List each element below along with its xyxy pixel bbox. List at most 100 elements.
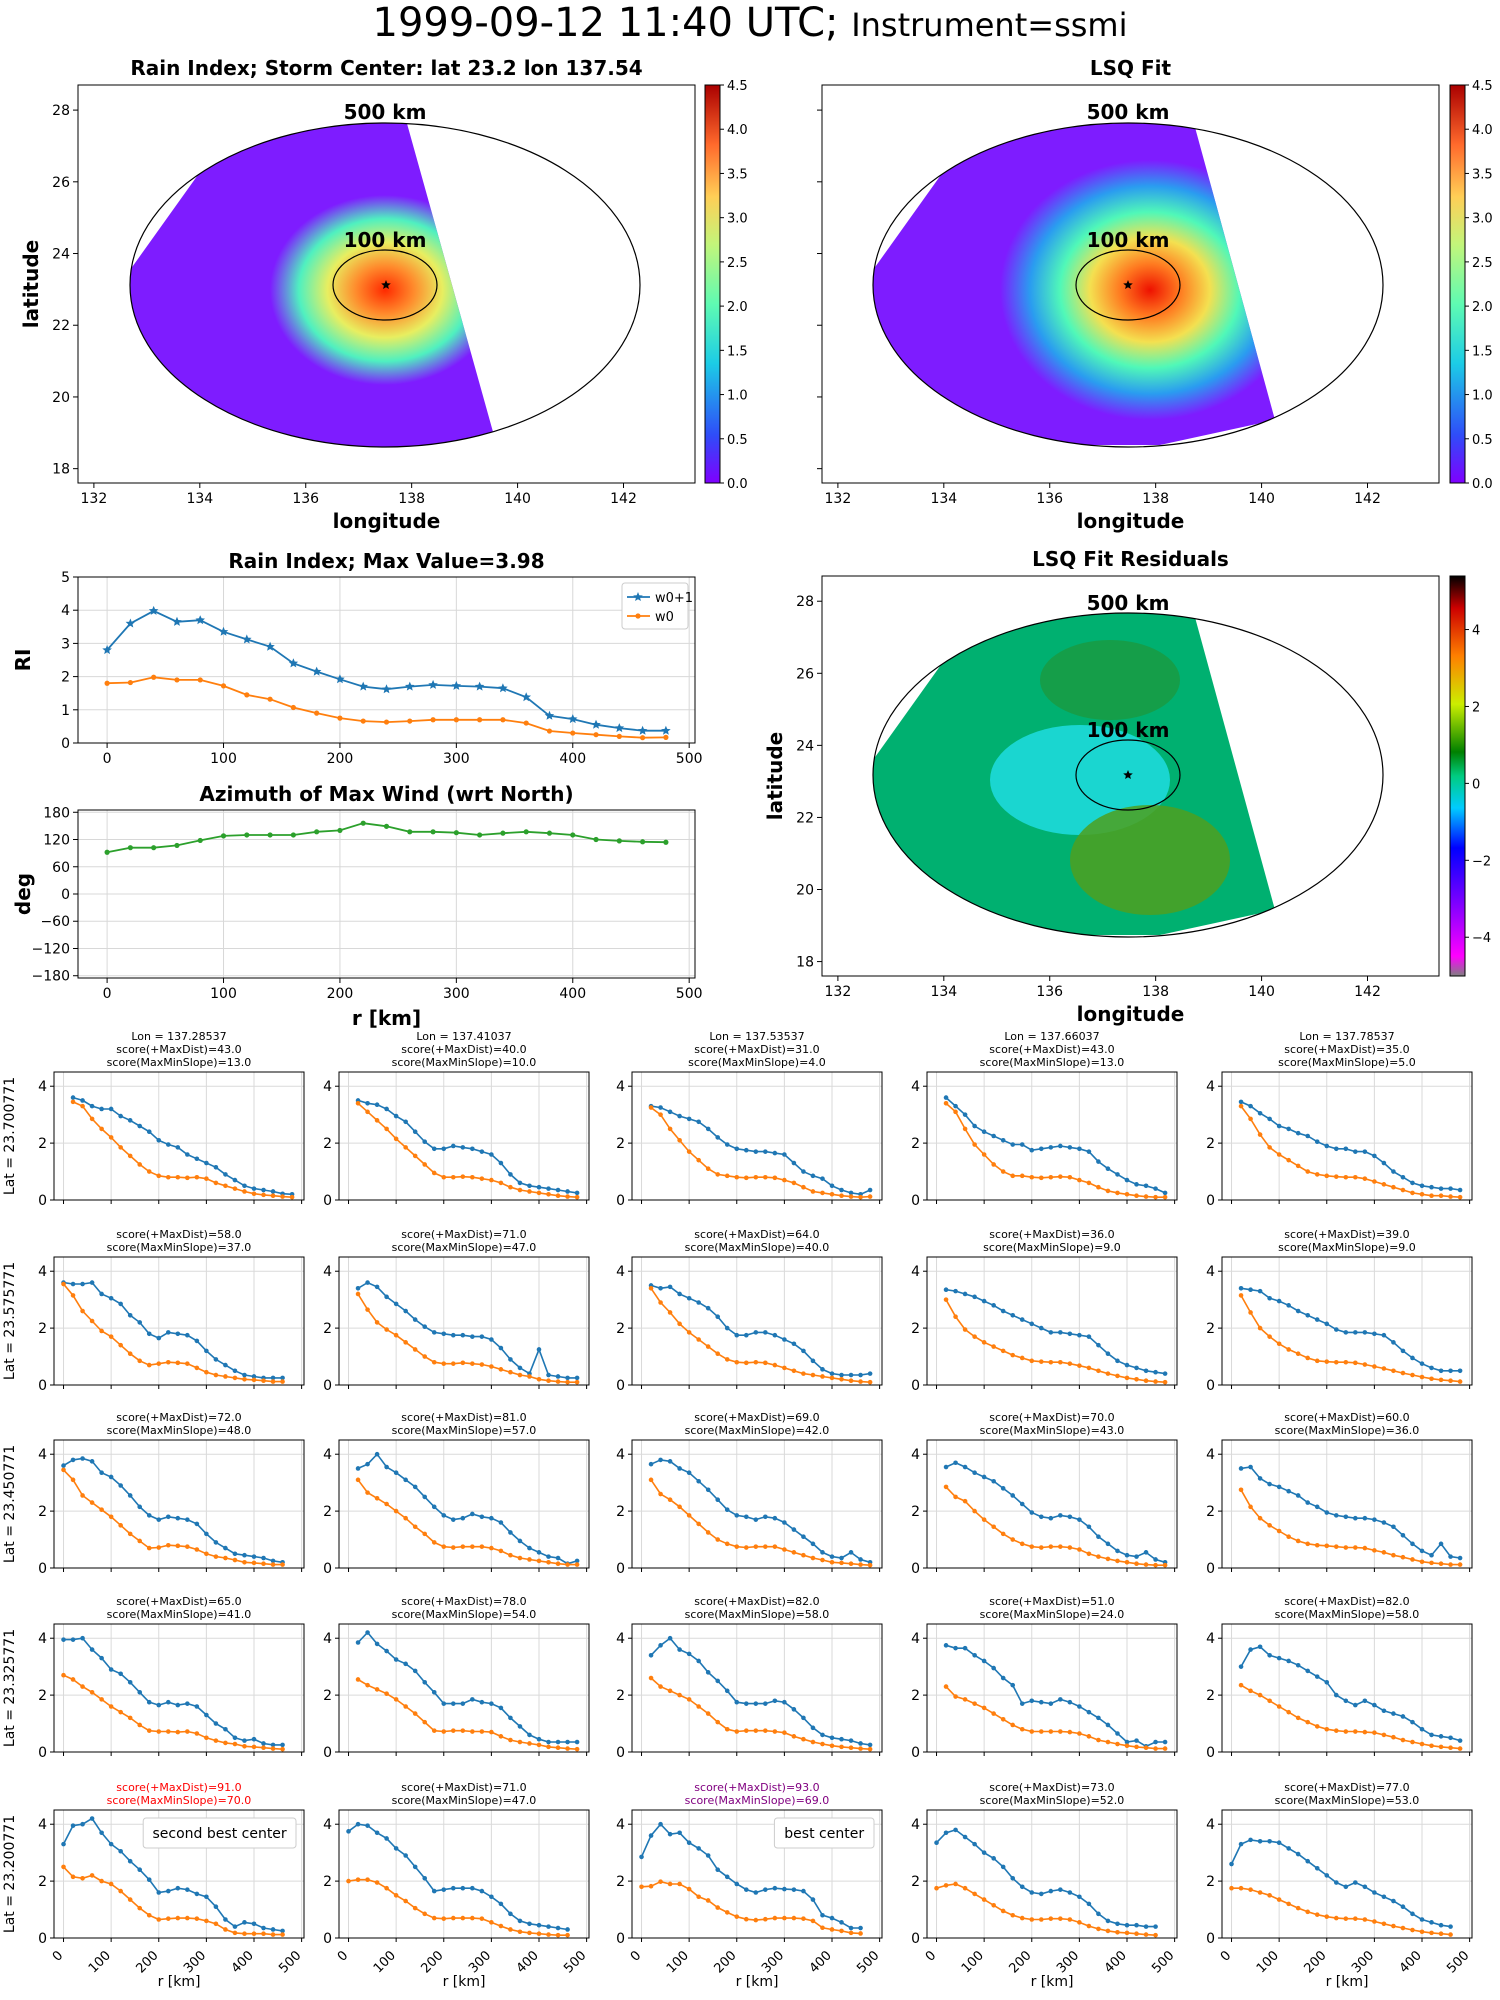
data-point: [867, 1746, 873, 1752]
data-point: [1410, 1372, 1415, 1378]
data-point: [1019, 1317, 1025, 1322]
data-point: [431, 1170, 437, 1176]
data-point: [962, 1834, 968, 1840]
data-point: [1295, 1905, 1301, 1911]
data-point: [574, 1190, 580, 1196]
y-tick-label: 2: [1206, 1504, 1215, 1520]
data-point: [1391, 1552, 1396, 1558]
data-point: [753, 1890, 759, 1895]
y-tick-label: 2: [616, 1874, 625, 1890]
data-point: [450, 1332, 456, 1338]
data-point: [1448, 1735, 1453, 1741]
data-point: [1391, 1711, 1396, 1716]
data-point: [213, 1554, 219, 1559]
data-point: [450, 1915, 456, 1921]
data-point: [953, 1103, 958, 1109]
data-point: [536, 1558, 542, 1564]
data-point: [508, 1927, 513, 1932]
data-point-star: [544, 710, 555, 720]
data-point: [639, 1854, 644, 1860]
data-point: [1134, 1561, 1139, 1567]
data-point: [1381, 1550, 1387, 1555]
data-point: [734, 1174, 740, 1180]
ring-label-500km: 500 km: [1087, 100, 1170, 124]
data-point: [1038, 1514, 1044, 1520]
data-point: [1391, 1898, 1396, 1904]
data-point: [743, 1332, 749, 1338]
data-point: [1105, 1739, 1111, 1745]
data-point: [261, 1555, 266, 1561]
grid-cell-r5-c4: 024score(+MaxDist)=73.0score(MaxMinSlope…: [911, 1781, 1178, 1990]
data-point: [412, 1864, 418, 1870]
data-point: [251, 1186, 257, 1191]
colorbar-tick-label: 3.0: [1472, 212, 1493, 227]
data-point: [658, 1491, 663, 1497]
data-point: [858, 1557, 863, 1562]
y-tick-label: −180: [32, 969, 70, 985]
data-point: [1438, 1377, 1444, 1383]
data-point: [1276, 1341, 1282, 1347]
data-point: [70, 1281, 76, 1287]
data-point: [355, 1100, 361, 1106]
data-point: [1343, 1146, 1349, 1152]
data-point: [1038, 1917, 1044, 1922]
data-point: [403, 1308, 408, 1314]
cell-lon-label: Lon = 137.28537: [131, 1030, 226, 1043]
cell-score-maxminslope: score(MaxMinSlope)=47.0: [392, 1794, 537, 1807]
data-point: [1048, 1174, 1054, 1180]
cell-score-maxdist: score(+MaxDist)=91.0: [116, 1781, 241, 1794]
data-point: [1153, 1924, 1158, 1929]
data-point-star: [172, 616, 182, 626]
cell-score-maxdist: score(+MaxDist)=36.0: [989, 1228, 1114, 1241]
data-point: [1276, 1123, 1282, 1129]
data-point: [1333, 1174, 1339, 1179]
data-point: [1276, 1298, 1282, 1304]
data-point: [953, 1288, 958, 1294]
cell-lon-label: Lon = 137.53537: [709, 1030, 804, 1043]
y-tick-label: −120: [32, 941, 70, 957]
data-point: [175, 1145, 181, 1150]
data-point: [242, 1183, 247, 1189]
data-point: [431, 1689, 437, 1695]
y-tick-label: 2: [38, 1504, 47, 1520]
data-point: [232, 1741, 238, 1747]
data-point: [1257, 1325, 1263, 1331]
data-point: [1257, 1476, 1263, 1481]
data-point: [1048, 1359, 1054, 1365]
data-point: [686, 1470, 692, 1476]
x-tick-label: 0: [628, 1948, 644, 1964]
y-tick-label: 26: [796, 666, 814, 682]
data-point: [686, 1295, 692, 1301]
data-point: [412, 1129, 418, 1135]
data-point: [763, 1701, 768, 1706]
data-point: [175, 1331, 181, 1337]
data-point: [412, 1317, 418, 1322]
x-tick-label: 138: [1142, 491, 1169, 507]
y-tick-label: 28: [796, 594, 814, 610]
data-point: [527, 1732, 532, 1738]
data-point: [1124, 1739, 1130, 1745]
data-point: [383, 823, 390, 829]
colorbar-tick-label: 4.0: [727, 123, 748, 138]
data-point: [393, 1846, 399, 1851]
data-point: [1257, 1838, 1263, 1844]
data-point: [696, 1894, 701, 1900]
cell-score-maxminslope: score(MaxMinSlope)=58.0: [1275, 1608, 1420, 1621]
data-point: [431, 1888, 437, 1894]
data-point: [1400, 1370, 1406, 1376]
data-point: [724, 1910, 730, 1915]
data-point: [565, 1739, 570, 1745]
data-point: [593, 836, 599, 843]
data-point: [1029, 1544, 1035, 1549]
x-axis-label: longitude: [1077, 509, 1185, 533]
data-point: [127, 1351, 133, 1357]
y-tick-label: 0: [323, 1378, 332, 1394]
data-point: [393, 1697, 399, 1702]
data-point: [1419, 1559, 1425, 1565]
data-point: [667, 1688, 673, 1694]
data-point: [1048, 1888, 1054, 1894]
data-point: [479, 1544, 485, 1549]
data-point: [450, 1701, 456, 1706]
data-point: [1400, 1714, 1406, 1719]
